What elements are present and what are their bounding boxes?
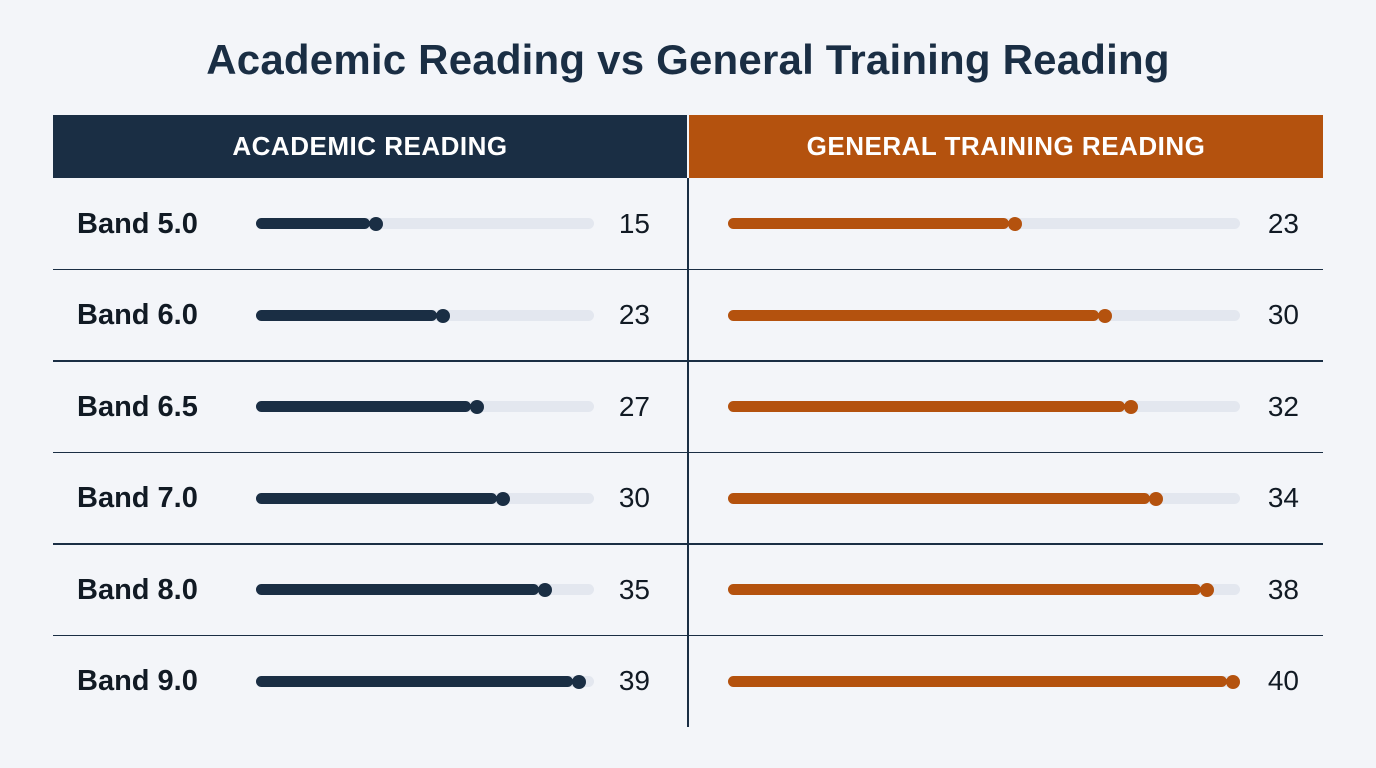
row-divider bbox=[53, 451, 1323, 454]
academic-bar bbox=[256, 218, 370, 230]
academic-value-label: 23 bbox=[618, 299, 650, 331]
general-bar-track bbox=[728, 400, 1240, 415]
general-bar-track bbox=[728, 583, 1240, 598]
general-bar bbox=[728, 309, 1099, 321]
general-bar bbox=[728, 401, 1125, 413]
comparison-table: ACADEMIC READING GENERAL TRAINING READIN… bbox=[53, 115, 1323, 727]
academic-reading-header: ACADEMIC READING bbox=[53, 115, 687, 178]
general-bar-marker bbox=[1200, 583, 1215, 598]
general-bar-track bbox=[728, 217, 1240, 232]
band-label: Band 9.0 bbox=[77, 665, 198, 698]
band-label: Band 6.5 bbox=[77, 390, 198, 423]
academic-value-label: 15 bbox=[618, 207, 650, 239]
general-value-label: 23 bbox=[1267, 207, 1299, 239]
academic-bar-marker bbox=[368, 217, 383, 232]
general-bar bbox=[728, 492, 1151, 504]
general-value-label: 34 bbox=[1267, 482, 1299, 514]
general-bar-marker bbox=[1123, 400, 1138, 415]
academic-bar bbox=[256, 309, 438, 321]
academic-bar-track bbox=[256, 583, 594, 598]
general-bar-track bbox=[728, 491, 1240, 506]
academic-bar-marker bbox=[436, 308, 451, 323]
general-bar-track bbox=[728, 308, 1240, 323]
general-bar bbox=[728, 218, 1010, 230]
academic-bar-track bbox=[256, 491, 594, 506]
academic-value-label: 27 bbox=[618, 390, 650, 422]
academic-bar-track bbox=[256, 308, 594, 323]
general-bar-marker bbox=[1226, 674, 1240, 689]
band-label: Band 8.0 bbox=[77, 573, 198, 606]
band-label: Band 6.0 bbox=[77, 299, 198, 332]
academic-bar-track bbox=[256, 674, 594, 689]
row-divider bbox=[53, 268, 1323, 271]
row-divider bbox=[53, 360, 1323, 362]
general-value-label: 30 bbox=[1267, 299, 1299, 331]
general-bar-marker bbox=[1098, 308, 1112, 323]
academic-bar-marker bbox=[495, 491, 510, 506]
academic-bar-track bbox=[256, 217, 594, 232]
academic-bar bbox=[256, 492, 497, 504]
row-divider bbox=[53, 634, 1323, 637]
general-bar-track bbox=[728, 674, 1240, 689]
academic-bar bbox=[256, 675, 573, 687]
band-label: Band 5.0 bbox=[77, 207, 198, 240]
academic-bar bbox=[256, 401, 472, 413]
row-divider bbox=[53, 543, 1323, 545]
academic-value-label: 39 bbox=[618, 665, 650, 697]
academic-bar-marker bbox=[537, 583, 552, 598]
chart-title: Academic Reading vs General Training Rea… bbox=[206, 36, 1170, 83]
academic-bar-marker bbox=[470, 400, 485, 415]
academic-bar bbox=[256, 584, 539, 596]
academic-bar-track bbox=[256, 400, 594, 415]
general-bar bbox=[728, 584, 1202, 596]
general-value-label: 32 bbox=[1267, 390, 1299, 422]
general-bar bbox=[728, 675, 1227, 687]
general-bar-marker bbox=[1149, 491, 1164, 506]
academic-bar-marker bbox=[571, 674, 586, 689]
academic-value-label: 30 bbox=[618, 482, 650, 514]
general-training-reading-header: GENERAL TRAINING READING bbox=[689, 115, 1323, 178]
general-bar-marker bbox=[1008, 217, 1023, 232]
general-value-label: 38 bbox=[1267, 573, 1299, 605]
general-value-label: 40 bbox=[1267, 665, 1299, 697]
band-label: Band 7.0 bbox=[77, 482, 198, 515]
academic-value-label: 35 bbox=[618, 573, 650, 605]
